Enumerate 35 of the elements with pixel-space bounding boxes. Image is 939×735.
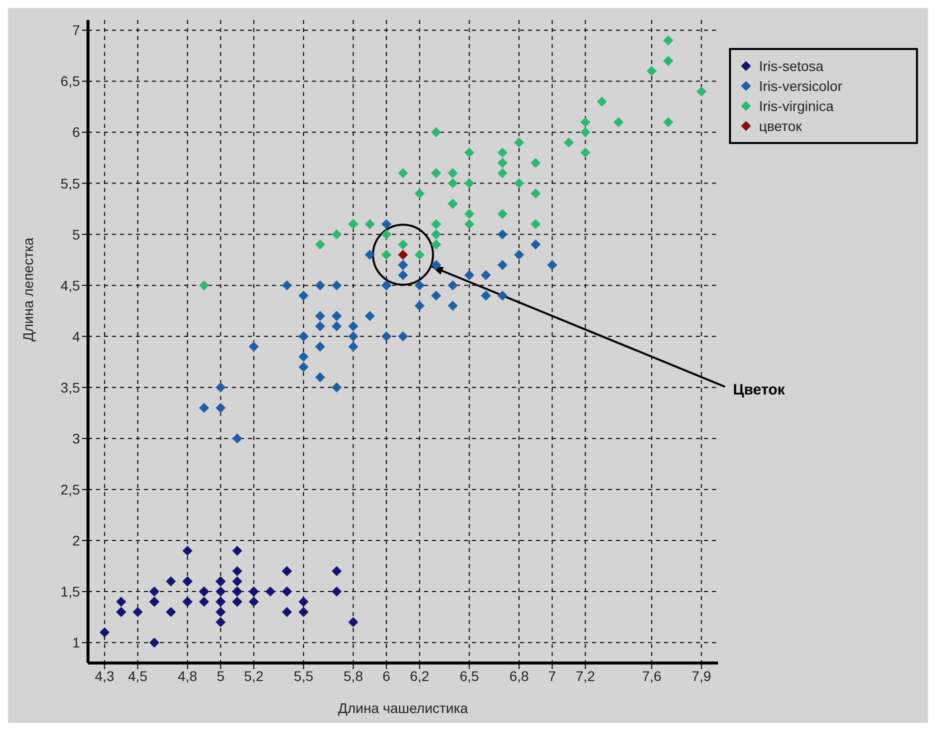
legend-label: Iris-setosa (759, 57, 824, 76)
x-tick-label: 7,2 (576, 668, 596, 684)
legend-label: цветок (759, 117, 802, 136)
x-tick-label: 5,2 (244, 668, 264, 684)
x-tick-label: 7,9 (692, 668, 712, 684)
y-tick-label: 5 (72, 226, 80, 242)
legend-label: Iris-virginica (759, 97, 834, 116)
y-tick-label: 4 (72, 328, 80, 344)
x-tick-label: 6 (382, 668, 391, 684)
text: Цветок (733, 382, 786, 399)
y-axis-title: Длина лепестка (20, 237, 36, 342)
y-tick-label: 1 (72, 634, 80, 651)
x-tick-label: 6,2 (410, 668, 430, 684)
y-tick-label: 6 (72, 124, 80, 140)
y-tick-label: 1,5 (60, 584, 80, 600)
y-tick-label: 3 (72, 430, 80, 446)
y-tick-label: 2 (72, 532, 80, 548)
legend-label: Iris-versicolor (759, 77, 842, 96)
y-tick-label: 6,5 (60, 73, 80, 90)
x-tick-label: 5 (216, 668, 225, 684)
x-tick-label: 6,8 (509, 668, 529, 684)
x-axis-title: Длина чашелистика (338, 700, 468, 716)
y-tick-label: 5,5 (60, 175, 80, 192)
x-tick-label: 5,5 (294, 668, 314, 684)
x-tick-label: 7 (548, 668, 556, 684)
y-tick-label: 2,5 (60, 481, 80, 498)
x-tick-label: 4,5 (128, 668, 148, 684)
y-tick-label: 3,5 (60, 379, 80, 396)
y-tick-label: 7 (72, 22, 80, 38)
x-tick-label: 4,3 (94, 668, 115, 684)
y-tick-label: 4,5 (60, 277, 80, 294)
x-tick-label: 4,8 (178, 668, 198, 684)
x-tick-label: 7,6 (642, 668, 662, 684)
x-tick-label: 6,5 (460, 668, 480, 684)
x-tick-label: 5,8 (344, 668, 364, 684)
